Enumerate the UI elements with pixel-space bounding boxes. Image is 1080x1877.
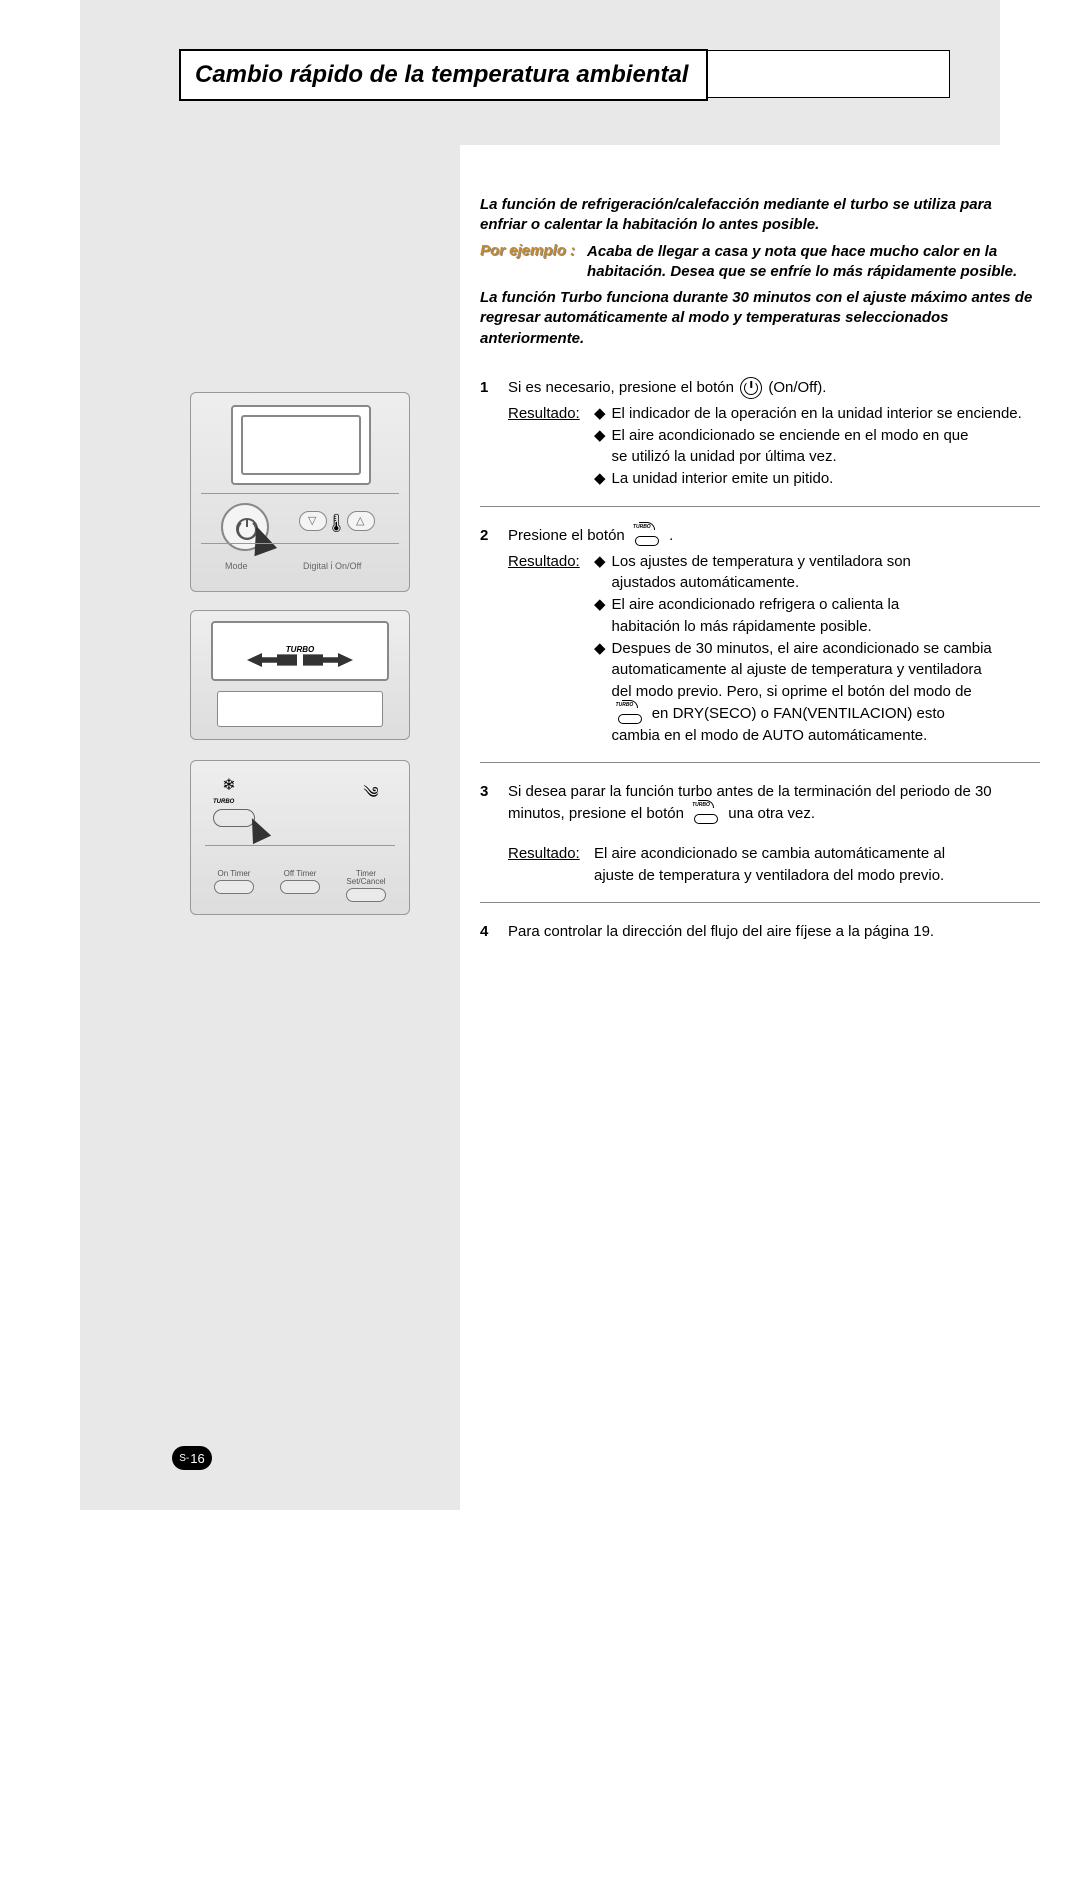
digital-onoff-label: Digital i̇ On/Off xyxy=(303,561,361,571)
fan-icon: ༄ xyxy=(355,775,387,803)
step2-post: . xyxy=(669,527,673,544)
page-title: Cambio rápido de la temperatura ambienta… xyxy=(195,61,688,89)
turbo-icon: TURBO xyxy=(690,804,722,824)
example-block: Por ejemplo : Acaba de llegar a casa y n… xyxy=(480,242,1040,283)
step2-pre: Presione el botón xyxy=(508,527,625,544)
result-label: Resultado: xyxy=(508,403,584,490)
step2-b3e: cambia en el modo de AUTO automáticament… xyxy=(612,725,928,747)
content-column: La función de refrigeración/calefacción … xyxy=(460,145,1060,1877)
turbo-icon: TURBO xyxy=(614,704,646,724)
step-3: 3 Si desea parar la función turbo antes … xyxy=(480,781,1040,903)
step1-post: (On/Off). xyxy=(768,379,826,396)
off-timer-button: Off Timer xyxy=(275,870,325,902)
remote-diagram-top: ▽ 🌡 △ Mode Digital i̇ On/Off xyxy=(190,392,410,592)
example-text: Acaba de llegar a casa y nota que hace m… xyxy=(587,242,1040,283)
step-1: 1 Si es necesario, presione el botón (On… xyxy=(480,377,1040,507)
remote-diagram-turbo: TURBO xyxy=(190,610,410,740)
pointer-icon xyxy=(245,522,277,557)
intro-text-2: La función Turbo funciona durante 30 min… xyxy=(480,288,1040,349)
step-number: 3 xyxy=(480,781,494,886)
step3-l2b: una otra vez. xyxy=(728,805,815,822)
step2-b2b: habitación lo más rápidamente posible. xyxy=(612,616,872,638)
step3-r2: ajuste de temperatura y ventiladora del … xyxy=(594,867,944,884)
power-icon xyxy=(740,377,762,399)
remote-screen xyxy=(231,405,371,485)
step2-b3a: Despues de 30 minutos, el aire acondicio… xyxy=(612,638,992,660)
step3-l2a: minutos, presione el botón xyxy=(508,805,684,822)
step1-bullet2a: El aire acondicionado se enciende en el … xyxy=(612,425,969,447)
result-label: Resultado: xyxy=(508,843,584,887)
step1-bullet1: El indicador de la operación en la unida… xyxy=(612,403,1022,425)
step2-b1a: Los ajustes de temperatura y ventiladora… xyxy=(612,551,911,573)
step1-bullet2b: se utilizó la unidad por última vez. xyxy=(612,446,837,468)
step2-b3b: automaticamente al ajuste de temperatura… xyxy=(612,659,982,681)
page-number-badge: S-16 xyxy=(172,1446,212,1470)
mode-label: Mode xyxy=(225,561,248,571)
thermometer-icon: 🌡 xyxy=(325,513,348,534)
step-number: 1 xyxy=(480,377,494,490)
step2-b3d: en DRY(SECO) o FAN(VENTILACION) esto xyxy=(652,705,945,722)
title-tab: Cambio rápido de la temperatura ambienta… xyxy=(179,49,708,101)
step-2: 2 Presione el botón TURBO . Resultado: ◆… xyxy=(480,525,1040,764)
timer-set-cancel-button: Timer Set/Cancel xyxy=(341,870,391,902)
page-background: Cambio rápido de la temperatura ambienta… xyxy=(80,0,1000,1510)
step2-b1b: ajustados automáticamente. xyxy=(612,572,800,594)
turbo-icon: TURBO xyxy=(631,526,663,546)
remote-diagram-bottom: ❄ ༄ TURBO On Timer Off Timer Timer Set/C… xyxy=(190,760,410,915)
step3-r1: El aire acondicionado se cambia automáti… xyxy=(594,845,945,862)
step2-b3c: del modo previo. Pero, si oprime el botó… xyxy=(612,681,972,703)
step2-b2a: El aire acondicionado refrigera o calien… xyxy=(612,594,900,616)
step-number: 4 xyxy=(480,921,494,943)
turbo-small-label: TURBO xyxy=(213,799,234,805)
title-rule: Cambio rápido de la temperatura ambienta… xyxy=(180,50,950,98)
turbo-arrows-icon xyxy=(247,653,353,669)
step-number: 2 xyxy=(480,525,494,747)
step-4: 4 Para controlar la dirección del flujo … xyxy=(480,921,1040,959)
step1-bullet3: La unidad interior emite un pitido. xyxy=(612,468,834,490)
step3-l1: Si desea parar la función turbo antes de… xyxy=(508,783,992,800)
on-timer-button: On Timer xyxy=(209,870,259,902)
example-label: Por ejemplo : xyxy=(480,242,575,283)
step4-text: Para controlar la dirección del flujo de… xyxy=(508,923,934,940)
intro-text-1: La función de refrigeración/calefacción … xyxy=(480,195,1040,236)
result-label: Resultado: xyxy=(508,551,584,747)
step1-pre: Si es necesario, presione el botón xyxy=(508,379,734,396)
